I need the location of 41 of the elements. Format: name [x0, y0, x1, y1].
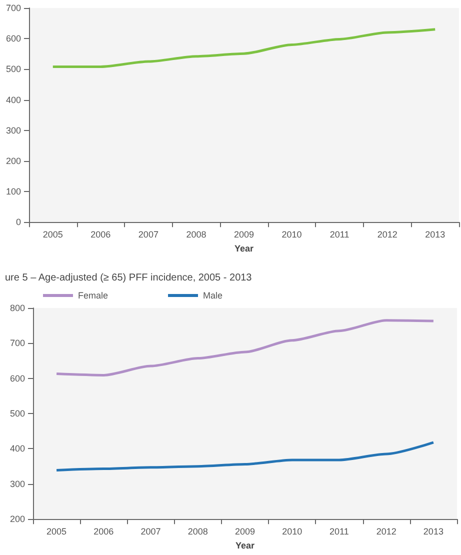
y-tick-label: 700 [10, 338, 25, 348]
y-tick-label: 400 [10, 444, 25, 454]
line-series [52, 28, 436, 68]
x-tick-label: 2013 [425, 230, 446, 240]
chart-title: ure 5 – Age-adjusted (≥ 65) PFF incidence, 2005 - 2013 [5, 272, 252, 284]
legend-label: Male [203, 290, 223, 300]
x-tick-label: 2005 [42, 230, 63, 240]
x-tick-label: 2010 [282, 526, 302, 537]
x-tick-label: 2008 [188, 526, 208, 537]
x-tick-label: 2011 [330, 230, 350, 240]
x-tick-label: 2007 [140, 526, 161, 537]
x-tick-label: 2012 [376, 526, 396, 537]
x-tick-label: 2005 [46, 526, 67, 537]
y-tick-label: 100 [6, 186, 21, 197]
line-series [55, 319, 435, 376]
x-axis-title: Year [235, 540, 255, 550]
x-tick-label: 2008 [186, 230, 206, 240]
x-tick-label: 2013 [423, 526, 444, 537]
y-tick-label: 200 [10, 514, 25, 524]
y-tick-label: 200 [6, 156, 21, 166]
line-series [55, 441, 435, 472]
x-tick-label: 2006 [94, 526, 114, 537]
y-tick-label: 0 [16, 217, 21, 228]
y-tick-label: 300 [10, 478, 25, 489]
x-tick-label: 2007 [138, 230, 158, 240]
x-tick-label: 2012 [377, 230, 398, 240]
x-tick-label: 2009 [234, 230, 254, 240]
y-tick-label: 700 [6, 3, 21, 13]
x-tick-label: 2010 [282, 230, 302, 240]
legend-label: Female [78, 290, 108, 300]
y-tick-label: 500 [10, 408, 25, 419]
x-tick-label: 2009 [234, 526, 256, 537]
y-tick-label: 600 [10, 373, 25, 384]
y-tick-label: 500 [6, 64, 21, 74]
x-axis-title: Year [234, 244, 254, 254]
y-tick-label: 800 [10, 303, 25, 313]
y-tick-label: 600 [6, 34, 21, 44]
x-tick-label: 2006 [90, 230, 111, 240]
x-tick-label: 2011 [330, 526, 349, 537]
y-tick-label: 400 [6, 94, 21, 105]
y-tick-label: 300 [6, 125, 21, 136]
